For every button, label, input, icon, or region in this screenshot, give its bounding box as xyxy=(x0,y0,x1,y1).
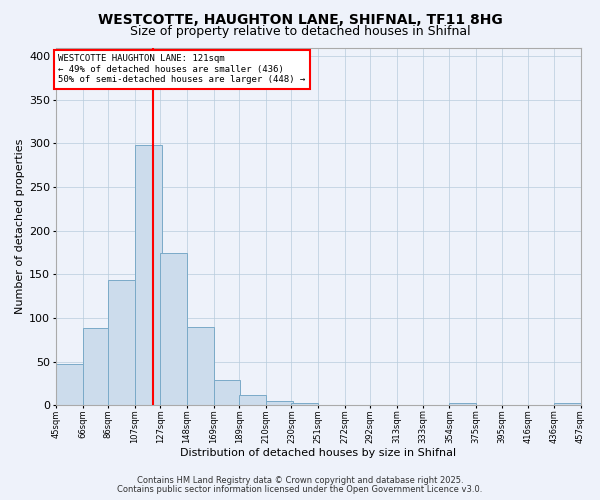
Bar xyxy=(187,326,214,405)
Bar xyxy=(83,328,109,405)
X-axis label: Distribution of detached houses by size in Shifnal: Distribution of detached houses by size … xyxy=(180,448,456,458)
Bar xyxy=(160,254,187,405)
Bar xyxy=(554,402,581,405)
Text: Size of property relative to detached houses in Shifnal: Size of property relative to detached ho… xyxy=(130,25,470,38)
Text: Contains HM Land Registry data © Crown copyright and database right 2025.: Contains HM Land Registry data © Crown c… xyxy=(137,476,463,485)
Y-axis label: Number of detached properties: Number of detached properties xyxy=(15,138,25,314)
Bar xyxy=(239,394,266,405)
Text: WESTCOTTE, HAUGHTON LANE, SHIFNAL, TF11 8HG: WESTCOTTE, HAUGHTON LANE, SHIFNAL, TF11 … xyxy=(98,12,502,26)
Text: WESTCOTTE HAUGHTON LANE: 121sqm
← 49% of detached houses are smaller (436)
50% o: WESTCOTTE HAUGHTON LANE: 121sqm ← 49% of… xyxy=(58,54,305,84)
Bar xyxy=(214,380,241,405)
Bar xyxy=(292,402,318,405)
Text: Contains public sector information licensed under the Open Government Licence v3: Contains public sector information licen… xyxy=(118,484,482,494)
Bar xyxy=(56,364,83,405)
Bar xyxy=(266,401,293,405)
Bar xyxy=(135,145,161,405)
Bar xyxy=(449,402,476,405)
Bar xyxy=(108,280,135,405)
